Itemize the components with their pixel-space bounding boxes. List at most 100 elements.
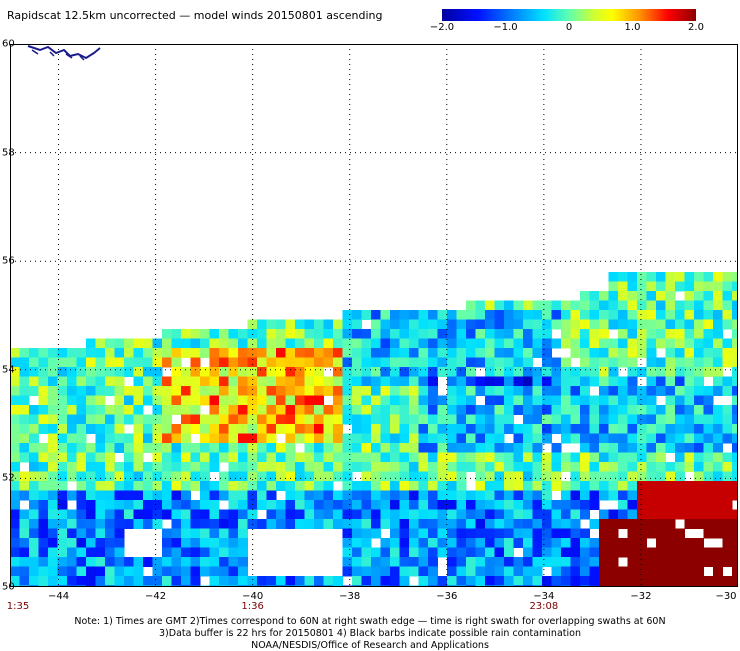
- data-cell: [390, 310, 400, 320]
- data-cell: [304, 357, 315, 368]
- data-cell: [228, 566, 239, 577]
- data-cell: [152, 481, 163, 491]
- data-cell: [675, 528, 685, 539]
- data-cell: [143, 367, 153, 377]
- data-cell: [732, 357, 738, 368]
- data-cell: [209, 338, 220, 349]
- data-cell: [561, 557, 571, 567]
- data-cell: [656, 414, 666, 425]
- data-cell: [675, 376, 685, 387]
- data-cell: [589, 500, 600, 510]
- data-cell: [238, 452, 248, 463]
- data-cell: [713, 329, 723, 339]
- data-cell: [67, 509, 77, 520]
- data-cell: [361, 519, 372, 529]
- data-cell: [371, 386, 381, 396]
- data-cell: [133, 338, 144, 349]
- data-cell: [152, 414, 163, 425]
- data-cell: [694, 443, 704, 453]
- data-cell: [352, 348, 362, 358]
- data-cell: [513, 557, 524, 567]
- data-cell: [124, 500, 134, 510]
- data-cell: [124, 519, 134, 529]
- data-cell: [646, 547, 657, 558]
- data-cell: [409, 348, 419, 358]
- data-cell: [361, 481, 372, 491]
- data-cell: [722, 376, 733, 387]
- data-cell: [409, 566, 419, 577]
- data-cell: [447, 547, 457, 558]
- data-cell: [133, 566, 144, 577]
- data-cell: [561, 576, 571, 586]
- data-cell: [599, 300, 609, 311]
- data-cell: [19, 576, 30, 586]
- data-cell: [551, 319, 562, 330]
- data-cell: [656, 329, 666, 339]
- data-cell: [713, 433, 723, 444]
- data-cell: [171, 433, 182, 444]
- data-cell: [247, 471, 258, 482]
- data-cell: [532, 490, 543, 501]
- data-cell: [181, 338, 191, 349]
- data-cell: [428, 443, 438, 453]
- data-cell: [295, 348, 305, 358]
- data-cell: [162, 490, 172, 501]
- data-cell: [10, 376, 20, 387]
- data-cell: [732, 424, 738, 434]
- longitude-label: −44: [47, 591, 70, 602]
- data-cell: [38, 509, 49, 520]
- data-cell: [200, 367, 210, 377]
- data-cell: [371, 471, 381, 482]
- data-cell: [675, 319, 685, 330]
- data-cell: [561, 414, 571, 425]
- data-cell: [646, 452, 657, 463]
- data-cell: [627, 329, 638, 339]
- data-cell: [10, 452, 20, 463]
- data-cell: [475, 443, 486, 453]
- data-cell: [713, 376, 723, 387]
- data-cell: [694, 500, 704, 510]
- data-cell: [580, 528, 590, 539]
- data-cell: [323, 509, 334, 520]
- data-cell: [238, 538, 248, 548]
- data-cell: [105, 386, 115, 396]
- data-cell: [86, 519, 96, 529]
- data-cell: [67, 452, 77, 463]
- data-cell: [219, 557, 229, 567]
- data-cell: [627, 395, 638, 406]
- data-cell: [523, 557, 533, 567]
- data-cell: [485, 557, 495, 567]
- data-cell: [114, 500, 125, 510]
- data-cell: [513, 348, 524, 358]
- data-cell: [513, 367, 524, 377]
- data-cell: [266, 490, 277, 501]
- data-cell: [722, 576, 733, 586]
- data-cell: [133, 500, 144, 510]
- data-cell: [618, 509, 628, 520]
- data-cell: [532, 310, 543, 320]
- data-cell: [703, 462, 714, 472]
- data-cell: [570, 538, 581, 548]
- data-cell: [504, 329, 514, 339]
- data-cell: [599, 566, 609, 577]
- data-cell: [342, 329, 353, 339]
- data-cell: [580, 414, 590, 425]
- data-cell: [485, 452, 495, 463]
- data-cell: [171, 329, 182, 339]
- data-cell: [238, 433, 248, 444]
- data-cell: [399, 386, 410, 396]
- data-cell: [532, 338, 543, 349]
- data-cell: [599, 386, 609, 396]
- data-cell: [513, 443, 524, 453]
- data-cell: [133, 557, 144, 567]
- data-cell: [209, 414, 220, 425]
- data-cell: [570, 566, 581, 577]
- data-cell: [447, 376, 457, 387]
- data-cell: [637, 490, 647, 501]
- data-cell: [190, 414, 201, 425]
- data-cell: [86, 490, 96, 501]
- data-cell: [713, 310, 723, 320]
- data-cell: [627, 462, 638, 472]
- data-cell: [266, 376, 277, 387]
- data-cell: [599, 452, 609, 463]
